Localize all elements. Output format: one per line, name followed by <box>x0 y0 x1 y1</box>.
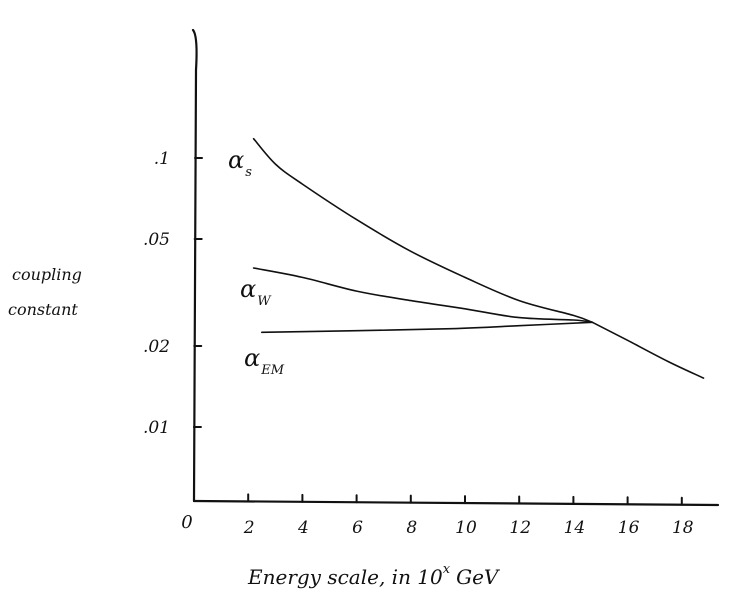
series-line-alpha-s <box>252 137 594 324</box>
series-label-symbol-alpha-w: α <box>240 275 256 303</box>
x-tick-label-2: 2 <box>243 518 255 538</box>
x-axis-label: Energy scale, in 10x GeV <box>247 562 501 589</box>
x-axis <box>192 499 720 507</box>
series-line-alpha-em <box>261 321 594 334</box>
x-axis-label-text: Energy scale, in 10 <box>247 565 443 589</box>
series-curves <box>252 137 705 379</box>
series-label-symbol-alpha-s: α <box>228 146 244 174</box>
series-label-subscript-alpha-em: EM <box>260 363 284 378</box>
x-tick-label-16: 16 <box>618 518 640 538</box>
y-axis <box>191 28 198 503</box>
x-axis-label-exponent: x <box>443 562 451 577</box>
tick-labels: 2 4 6 8 10 12 14 16 18 .1 .05 .02 .01 <box>143 149 694 538</box>
x-tick-label-8: 8 <box>406 518 417 538</box>
series-label-alpha-s: αs <box>228 146 252 180</box>
x-tick-label-4: 4 <box>297 518 309 538</box>
x-tick-label-14: 14 <box>564 518 586 538</box>
x-tick-label-10: 10 <box>455 518 477 538</box>
y-tick-label-.01: .01 <box>143 418 170 438</box>
y-axis-label-line-1: coupling <box>12 265 82 284</box>
x-tick-label-18: 18 <box>672 518 694 538</box>
y-axis-label-line-2: constant <box>8 300 78 319</box>
series-line-unified <box>591 321 705 379</box>
x-origin-label: 0 <box>181 512 192 533</box>
series-label-alpha-em: αEM <box>244 344 285 378</box>
series-label-subscript-alpha-s: s <box>245 165 252 180</box>
y-tick-label-.02: .02 <box>143 337 170 357</box>
series-label-symbol-alpha-em: α <box>244 344 260 372</box>
series-line-alpha-w <box>252 267 594 324</box>
y-tick-label-.05: .05 <box>143 230 170 250</box>
x-axis-label-unit: GeV <box>456 565 501 589</box>
x-tick-label-6: 6 <box>352 518 363 538</box>
series-label-alpha-w: αW <box>240 275 272 309</box>
series-label-subscript-alpha-w: W <box>257 294 272 309</box>
y-tick-label-.1: .1 <box>154 149 170 169</box>
x-tick-label-12: 12 <box>509 518 531 538</box>
tick-marks <box>192 157 683 506</box>
